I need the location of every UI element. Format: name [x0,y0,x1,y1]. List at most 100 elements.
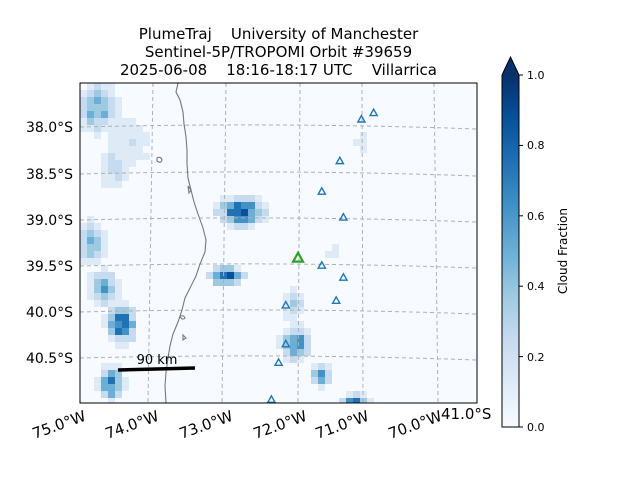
cloud-pixel [129,321,136,328]
cloud-pixel [290,286,297,293]
graticule-lat-40 [80,309,477,315]
coastline [156,83,207,403]
cloud-pixel [101,272,108,279]
cloud-pixel [108,153,115,160]
cloud-pixel [143,153,150,160]
cloud-pixel [283,349,290,356]
cloud-pixel [213,209,220,216]
cloud-pixel [115,153,122,160]
colorbar-tick-0-8: 0.8 [527,139,545,152]
cloud-pixel [290,314,297,321]
graticule-lat-39-5 [80,263,477,269]
graticule-lat-38 [80,124,477,130]
cloud-pixel [115,181,122,188]
cloud-pixel [101,363,108,370]
colorbar-tick-0-4: 0.4 [527,280,545,293]
cloud-pixel [220,216,227,223]
cloud-pixel [248,216,255,223]
vent-marker-icon [273,357,284,366]
cloud-pixel [87,279,94,286]
cloud-pixel [360,139,367,146]
cloud-pixel [80,90,87,97]
cloud-pixel [108,174,115,181]
cloud-pixel [101,244,108,251]
graticule-lon-70 [433,83,439,403]
cloud-pixel [276,342,283,349]
cloud-pixel [129,335,136,342]
cloud-pixel [227,209,234,216]
cloud-pixel [94,125,101,132]
cloud-pixel [108,97,115,104]
cloud-pixel [234,216,241,223]
vent-marker-icon [335,155,345,165]
cloud-pixel [108,111,115,118]
cloud-pixel [129,153,136,160]
cloud-pixel [101,279,108,286]
cloud-pixel [353,398,360,403]
graticule-lat-38-5 [80,171,477,177]
cloud-pixel [297,293,304,300]
cloud-pixel [241,272,248,279]
cloud-pixel [94,132,101,139]
vent-marker-icon [338,212,349,221]
cloud-pixel [108,398,115,403]
cloud-pixel [220,195,227,202]
cloud-pixel [290,300,297,307]
cloud-pixel [101,314,108,321]
cloud-pixel [227,279,234,286]
cloud-pixel [87,111,94,118]
cloud-pixel [80,125,87,132]
graticule-lat-40-5 [80,355,477,361]
cloud-pixel [129,160,136,167]
cloud-pixel [87,272,94,279]
cloud-pixel [101,181,108,188]
cloud-pixel [297,321,304,328]
cloud-pixel [283,328,290,335]
cloud-pixel [304,342,311,349]
cloud-pixel [346,391,353,398]
lon-label-70: 70.0°W [386,407,445,443]
cloud-pixel [360,132,367,139]
graticule-lon-73 [221,83,227,403]
cloud-pixel [304,335,311,342]
cloud-pixel [122,335,129,342]
cloud-pixel [101,300,108,307]
cloud-pixel [136,132,143,139]
cloud-pixel [122,125,129,132]
cloud-pixel [122,139,129,146]
cloud-pixel [297,300,304,307]
cloud-pixel [206,272,213,279]
cloud-pixel [213,279,220,286]
cloud-pixel [94,293,101,300]
cloud-pixel [220,209,227,216]
vent-marker-icon [317,260,327,269]
cloud-pixel [136,153,143,160]
cloud-pixel [115,174,122,181]
cloud-pixel [101,118,108,125]
cloud-pixel [94,83,101,90]
cloud-pixel [80,97,87,104]
cloud-pixel [234,272,241,279]
lat-label-39-5: 39.5°S [26,259,73,275]
cloud-pixel [115,363,122,370]
cloud-pixel [101,293,108,300]
lat-label-40: 40.0°S [26,305,73,321]
cloud-pixel [360,391,367,398]
cloud-pixel [248,202,255,209]
scale-bar [117,366,196,372]
cloud-pixel [290,342,297,349]
cloud-pixel [262,202,269,209]
cloud-pixel [332,244,339,251]
cloud-pixel [115,307,122,314]
cloud-pixel [122,174,129,181]
cloud-pixel [115,377,122,384]
cloud-pixel [122,160,129,167]
cloud-pixel [87,90,94,97]
cloud-pixel [122,342,129,349]
lat-label-38-5: 38.5°S [26,167,73,183]
cloud-pixel [115,104,122,111]
cloud-pixel [94,251,101,258]
cloud-pixel [318,363,325,370]
cloud-pixel [129,328,136,335]
cloud-pixel [108,293,115,300]
